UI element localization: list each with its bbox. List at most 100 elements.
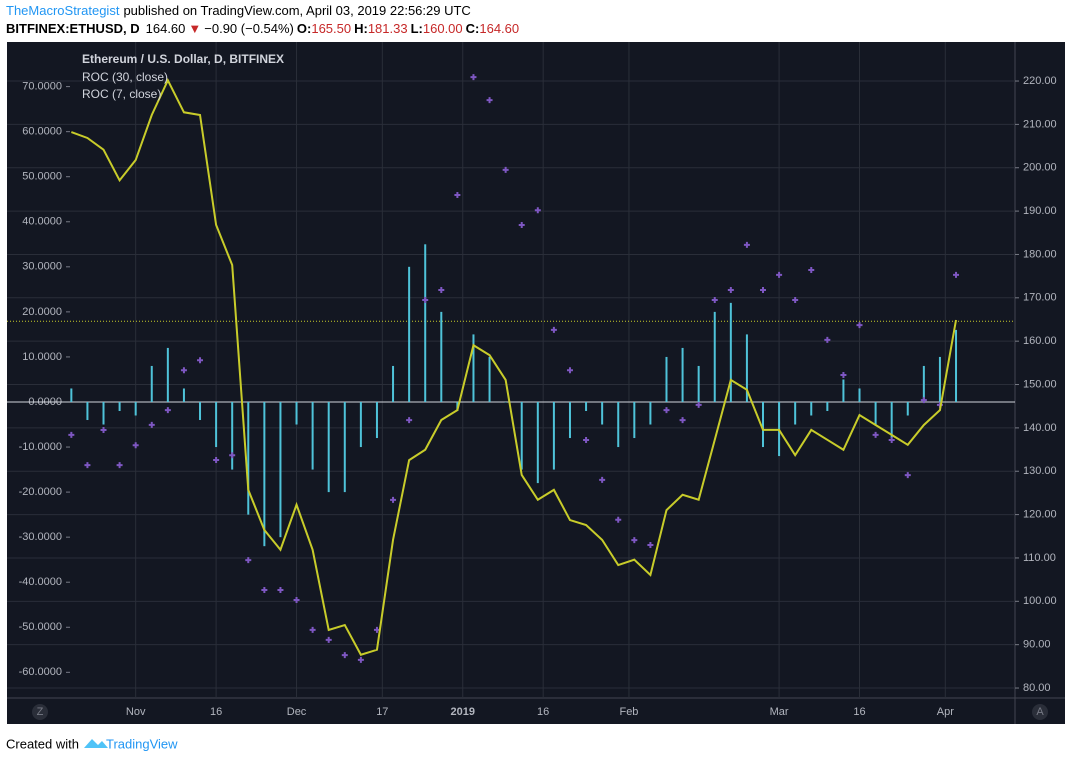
histogram-bar	[295, 401, 298, 425]
y-tick-label: 40.0000	[22, 216, 62, 228]
h-label: H:	[354, 21, 368, 36]
histogram-bar	[440, 311, 443, 402]
legend-entry: ROC (30, close)	[82, 70, 168, 84]
histogram-bar	[729, 302, 732, 402]
price-cross	[792, 296, 799, 303]
price-cross	[679, 417, 686, 424]
histogram-bar	[343, 401, 346, 493]
price-cross	[341, 652, 348, 659]
price-cross	[229, 452, 236, 459]
price-cross	[566, 367, 573, 374]
price-cross	[164, 407, 171, 414]
y2-tick-label: 220.00	[1023, 75, 1057, 87]
x-tick-label: Apr	[937, 706, 954, 718]
histogram-bar	[858, 388, 861, 402]
symbol: BITFINEX:ETHUSD, D	[6, 21, 140, 36]
x-tick-label: 16	[853, 706, 865, 718]
corner-button[interactable]	[1032, 704, 1048, 720]
corner-button[interactable]	[32, 704, 48, 720]
y2-tick-label: 160.00	[1023, 335, 1057, 347]
histogram-bar	[359, 401, 362, 448]
y2-tick-label: 170.00	[1023, 292, 1057, 304]
legend-title: Ethereum / U.S. Dollar, D, BITFINEX	[82, 52, 284, 66]
y-tick-label: -30.0000	[19, 531, 62, 543]
price-cross	[663, 407, 670, 414]
price-cross	[647, 541, 654, 548]
x-tick-label: 17	[376, 706, 388, 718]
y2-tick-label: 140.00	[1023, 422, 1057, 434]
price-cross	[824, 336, 831, 343]
histogram-bar	[536, 401, 539, 484]
x-tick-label: 16	[210, 706, 222, 718]
price-cross	[599, 476, 606, 483]
plot: Nov 16 Dec 17 2019 16 Feb Mar 16 Apr 80.00 90.00 100…	[7, 42, 1057, 718]
corner-label: Z	[37, 706, 44, 718]
histogram-bar	[552, 401, 555, 470]
symbol-line: BITFINEX:ETHUSD, D 164.60 ▼ −0.90 (−0.54%) O…	[6, 21, 519, 36]
roc-line	[70, 77, 958, 656]
price-cross	[518, 221, 525, 228]
histogram-bar	[70, 388, 73, 402]
price-cross	[888, 437, 895, 444]
y-tick-label: 10.0000	[22, 351, 62, 363]
y-tick-label: 60.0000	[22, 126, 62, 138]
y2-tick-label: 120.00	[1023, 509, 1057, 521]
l-label: L:	[411, 21, 423, 36]
histogram-bar	[665, 356, 668, 402]
price-cross	[711, 296, 718, 303]
o-label: O:	[297, 21, 311, 36]
histogram-bar	[568, 401, 571, 439]
header-line: TheMacroStrategist published on TradingVi…	[6, 3, 471, 18]
price-cross	[116, 462, 123, 469]
y-tick-label: -20.0000	[19, 486, 62, 498]
chart-panel	[7, 42, 1065, 724]
histogram-bar	[182, 388, 185, 402]
histogram-bar	[697, 365, 700, 402]
histogram-bar	[375, 401, 378, 439]
histogram-bar	[424, 244, 427, 402]
histogram-bar	[150, 365, 153, 402]
price-cross	[743, 241, 750, 248]
y-tick-label: 20.0000	[22, 306, 62, 318]
histogram-bar	[874, 401, 877, 425]
price-cross	[631, 537, 638, 544]
histogram-bar	[279, 401, 282, 538]
histogram-bar	[86, 401, 89, 421]
histogram-bar	[231, 401, 234, 470]
price-cross	[776, 271, 783, 278]
high: 181.33	[368, 21, 408, 36]
x-tick-label: Mar	[770, 706, 789, 718]
histogram-bar	[955, 329, 958, 402]
price-cross	[695, 401, 702, 408]
price-cross	[856, 322, 863, 329]
histogram-bar	[922, 365, 925, 402]
price-cross	[148, 421, 155, 428]
histogram-bar	[327, 401, 330, 493]
footer-created: Created with	[6, 736, 79, 751]
y2-tick-label: 210.00	[1023, 118, 1057, 130]
author[interactable]: TheMacroStrategist	[6, 3, 120, 18]
footer-brand[interactable]: TradingView	[106, 736, 178, 751]
price-cross	[808, 267, 815, 274]
price-cross	[406, 417, 413, 424]
x-tick-label: 2019	[451, 706, 475, 718]
price-cross	[309, 626, 316, 633]
price-cross	[390, 496, 397, 503]
price-cross	[213, 456, 220, 463]
y2-tick-label: 190.00	[1023, 205, 1057, 217]
price-cross	[132, 442, 139, 449]
arrow: ▼	[188, 21, 201, 36]
price-cross	[245, 557, 252, 564]
histogram-bar	[488, 356, 491, 402]
x-tick-label: Nov	[126, 706, 146, 718]
histogram-bar	[408, 266, 411, 402]
last: 164.60	[146, 21, 186, 36]
histogram-bar	[520, 401, 523, 470]
price-cross	[438, 287, 445, 294]
price-cross	[502, 166, 509, 173]
histogram-bar	[890, 401, 893, 439]
price-cross	[261, 587, 268, 594]
y-tick-label: 50.0000	[22, 171, 62, 183]
x-tick-label: Feb	[619, 706, 638, 718]
